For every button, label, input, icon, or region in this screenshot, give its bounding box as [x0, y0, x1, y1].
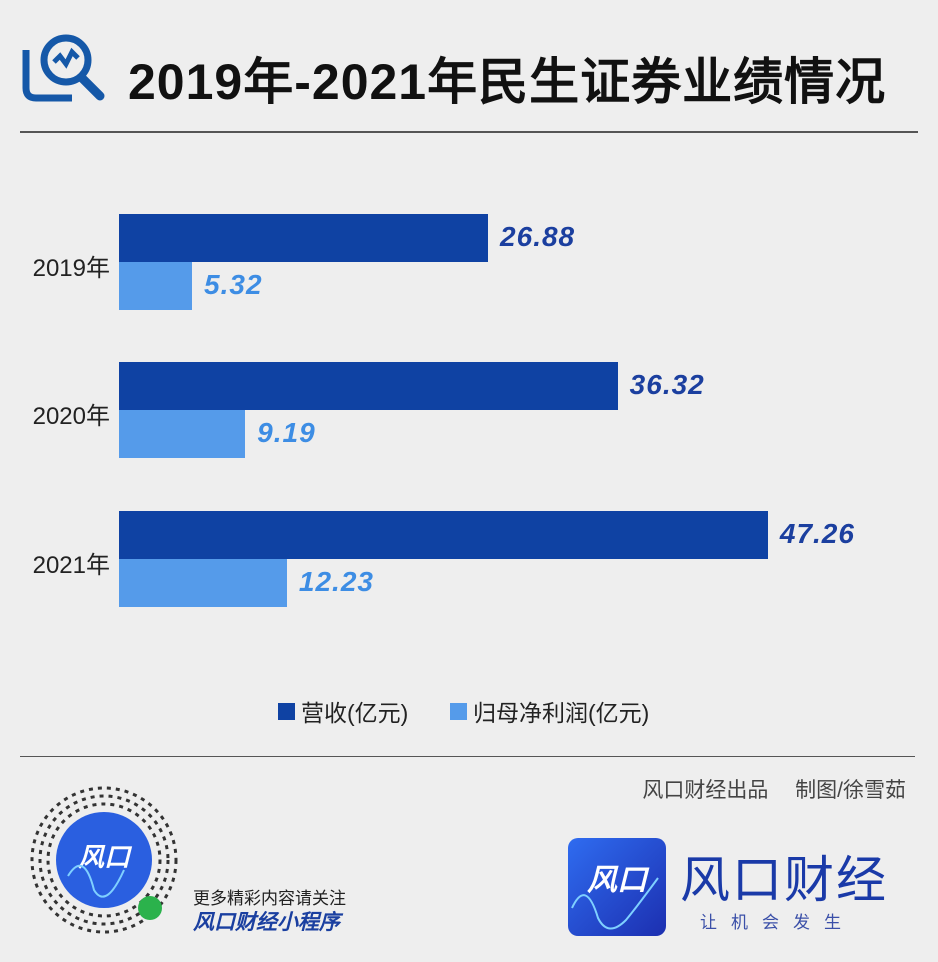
mini-program-name[interactable]: 风口财经小程序	[193, 911, 340, 934]
legend-swatch	[278, 702, 295, 720]
legend-item-profit: 归母净利润(亿元)	[450, 694, 649, 728]
value-label: 12.23	[298, 566, 374, 597]
category-label: 2020年	[32, 403, 110, 430]
value-label: 47.26	[779, 518, 855, 549]
profit-bar	[119, 262, 193, 310]
value-label: 36.32	[629, 369, 705, 400]
brand-slogan: 让机会发生	[700, 913, 855, 932]
value-label: 9.19	[257, 417, 316, 448]
brand-name: 风口财经	[680, 851, 888, 909]
divider	[20, 131, 918, 133]
legend-swatch	[450, 702, 467, 720]
svg-text:风口: 风口	[587, 863, 650, 898]
legend-item-revenue: 营收(亿元)	[278, 694, 408, 728]
divider	[20, 756, 915, 757]
brand-logo-icon: 风口	[568, 838, 666, 936]
profit-bar	[119, 410, 246, 458]
svg-text:风口: 风口	[78, 843, 133, 873]
category-label: 2021年	[32, 552, 110, 579]
value-label: 5.32	[204, 269, 263, 300]
category-label: 2019年	[32, 255, 110, 282]
revenue-bar	[119, 362, 618, 410]
revenue-bar	[119, 214, 489, 262]
legend-label: 营收(亿元)	[301, 700, 409, 726]
page-title: 2019年-2021年民生证券业绩情况	[128, 54, 887, 110]
qr-code-icon[interactable]: 风口	[24, 780, 184, 940]
value-label: 26.88	[500, 221, 576, 252]
follow-text: 更多精彩内容请关注	[193, 889, 346, 908]
search-chart-icon	[22, 34, 105, 102]
credit-text: 风口财经出品 制图/徐雪茹	[642, 779, 906, 802]
revenue-bar	[119, 511, 768, 559]
legend-label: 归母净利润(亿元)	[473, 700, 650, 726]
profit-bar	[119, 559, 287, 607]
